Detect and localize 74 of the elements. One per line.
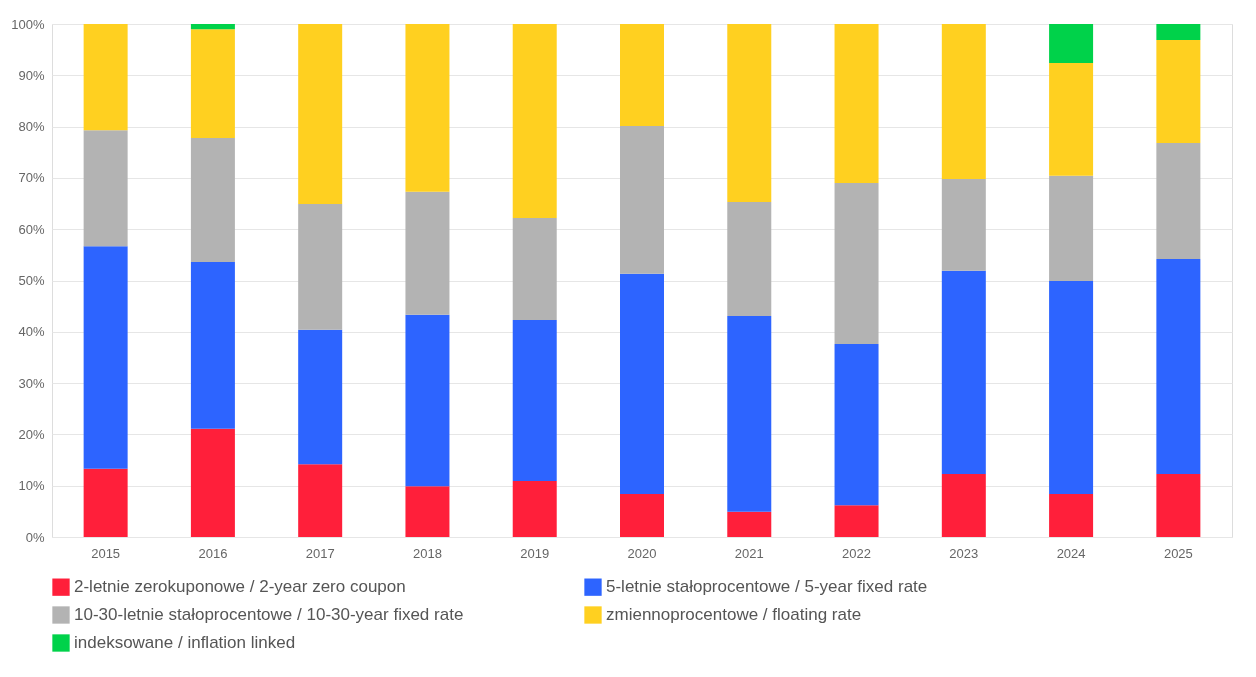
bar bbox=[298, 329, 343, 465]
bar bbox=[834, 505, 879, 537]
x-tick-label: 2019 bbox=[520, 545, 550, 561]
bar bbox=[620, 493, 664, 537]
bar bbox=[1049, 175, 1094, 282]
bar bbox=[727, 24, 772, 203]
bar bbox=[1156, 39, 1201, 144]
bar bbox=[941, 270, 986, 474]
bar bbox=[1156, 24, 1201, 40]
bar bbox=[727, 511, 772, 537]
bar bbox=[941, 473, 986, 537]
bar bbox=[620, 126, 664, 274]
bar bbox=[512, 24, 557, 218]
bar bbox=[83, 468, 128, 537]
bar bbox=[298, 464, 343, 537]
x-tick-label: 2024 bbox=[1056, 545, 1086, 561]
bar bbox=[83, 130, 128, 247]
bar bbox=[1049, 62, 1094, 176]
bar bbox=[727, 202, 772, 316]
bar bbox=[1049, 493, 1094, 537]
legend-label: zmiennoprocentowe / floating rate bbox=[606, 605, 862, 624]
y-tick-label: 50% bbox=[18, 273, 45, 288]
bar bbox=[405, 486, 450, 537]
bar bbox=[190, 24, 235, 30]
x-tick-label: 2016 bbox=[198, 545, 228, 561]
x-tick-label: 2020 bbox=[627, 545, 657, 561]
bar bbox=[83, 24, 128, 131]
legend-label: indeksowane / inflation linked bbox=[74, 633, 296, 652]
x-tick-label: 2015 bbox=[91, 545, 121, 561]
bar bbox=[1156, 473, 1201, 537]
bar bbox=[512, 320, 557, 482]
bar bbox=[190, 29, 235, 138]
x-tick-label: 2021 bbox=[734, 545, 764, 561]
y-tick-label: 30% bbox=[18, 375, 45, 391]
bar bbox=[1049, 24, 1094, 63]
y-tick-label: 20% bbox=[18, 426, 45, 442]
bar bbox=[941, 178, 986, 271]
bar bbox=[834, 24, 879, 184]
bar bbox=[620, 273, 664, 494]
bar bbox=[512, 217, 557, 320]
bar bbox=[834, 183, 879, 345]
bar bbox=[190, 137, 235, 263]
bar bbox=[405, 314, 450, 487]
legend-label: 2-letnie zerokuponowe / 2-year zero coupon bbox=[74, 577, 406, 597]
bar bbox=[83, 246, 128, 469]
y-tick-label: 100% bbox=[11, 16, 45, 32]
x-tick-label: 2022 bbox=[842, 545, 872, 561]
bar bbox=[941, 24, 986, 179]
bar bbox=[1156, 143, 1201, 259]
y-tick-label: 40% bbox=[18, 324, 45, 340]
bar bbox=[190, 262, 235, 429]
bar bbox=[1156, 258, 1201, 474]
bar bbox=[620, 24, 664, 127]
legend-label: 10-30-letnie stałoprocentowe / 10-30-year fixed rate bbox=[74, 605, 464, 624]
x-tick-label: 2025 bbox=[1163, 545, 1193, 561]
bar bbox=[405, 191, 450, 315]
y-tick-label: 70% bbox=[18, 170, 45, 186]
bar bbox=[298, 24, 343, 205]
legend-label: 5-letnie stałoprocentowe / 5-year fixed rate bbox=[606, 577, 928, 597]
y-tick-label: 0% bbox=[25, 529, 45, 545]
y-tick-label: 80% bbox=[18, 119, 45, 135]
bar bbox=[405, 24, 450, 192]
y-tick-label: 10% bbox=[18, 478, 45, 494]
y-tick-label: 90% bbox=[18, 67, 45, 83]
x-tick-label: 2018 bbox=[412, 545, 442, 561]
bar bbox=[512, 481, 557, 537]
bar bbox=[1049, 281, 1094, 494]
bar bbox=[190, 428, 235, 537]
bar bbox=[727, 315, 772, 512]
bar bbox=[298, 204, 343, 330]
y-tick-label: 60% bbox=[18, 221, 45, 237]
x-tick-label: 2017 bbox=[305, 545, 335, 561]
x-tick-label: 2023 bbox=[949, 545, 979, 561]
bar bbox=[834, 344, 879, 506]
